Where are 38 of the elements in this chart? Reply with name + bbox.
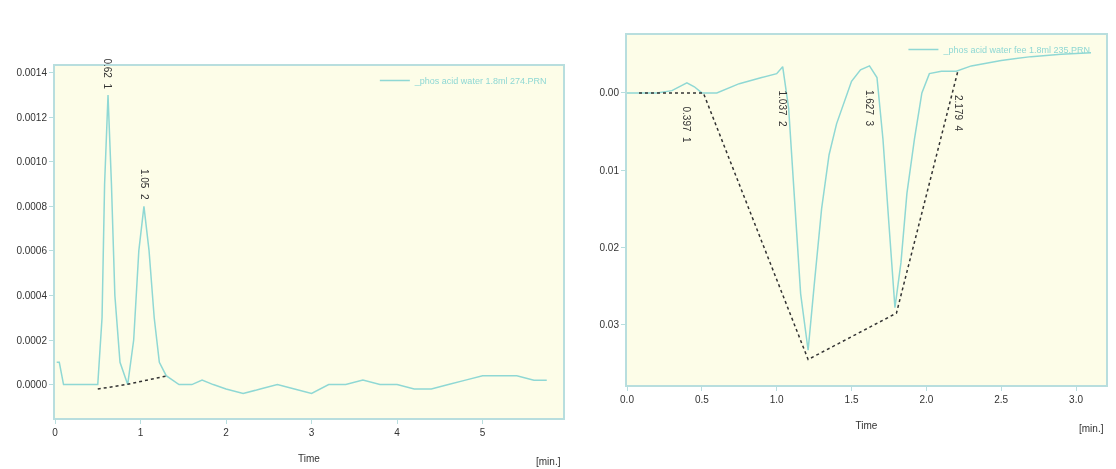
legend-label: _phos acid water fee 1.8ml 235.PRN xyxy=(942,45,1091,56)
y-tick-label: 0.00 xyxy=(599,87,620,99)
annotation: 2.179 4 xyxy=(952,95,964,132)
y-tick-label: 0.0014 xyxy=(16,67,48,79)
annotation: 1.037 2 xyxy=(776,90,788,128)
legend-label: _phos acid water 1.8ml 274.PRN xyxy=(413,76,547,87)
y-tick-label: 0.0012 xyxy=(16,111,48,123)
x-tick-label: 0.0 xyxy=(620,394,635,405)
x-tick-label: 2 xyxy=(223,427,230,438)
y-tick-label: 0.0008 xyxy=(16,200,48,212)
annotation: 1.05 2 xyxy=(138,168,150,200)
y-tick-label: 0.0006 xyxy=(16,245,48,257)
y-tick-label: 0.03 xyxy=(599,319,620,331)
x-tick-label: 1 xyxy=(137,427,144,438)
annotation: 0.397 1 xyxy=(681,106,693,144)
x-tick-label: 1.0 xyxy=(769,394,785,405)
x-tick-label: 4 xyxy=(394,427,401,438)
y-tick-label: 0.0002 xyxy=(16,334,48,346)
x-tick-label: 2.5 xyxy=(994,394,1009,405)
x-tick-label: 0.5 xyxy=(694,394,710,405)
y-tick-label: 0.0000 xyxy=(16,379,48,391)
annotation: 0.62 1 xyxy=(102,58,114,90)
y-tick-label: 0.02 xyxy=(599,241,620,253)
x-tick-label: 1.5 xyxy=(844,394,859,405)
text: [min.] xyxy=(536,456,561,467)
y-tick-label: 0.01 xyxy=(599,164,620,176)
x-tick-label: 5 xyxy=(479,427,486,438)
line-series xyxy=(55,94,548,395)
x-tick-label: 2.0 xyxy=(919,394,934,405)
x-tick-label: 3 xyxy=(308,427,315,438)
x-axis-title: Time xyxy=(855,420,878,431)
y-tick-label: 0.0004 xyxy=(16,289,48,301)
text: [min.] xyxy=(1079,423,1104,434)
y-tick-label: 0.0010 xyxy=(16,156,48,168)
x-axis-title: Time xyxy=(298,453,321,464)
annotation: 1.627 3 xyxy=(863,89,875,127)
x-tick-label: 0 xyxy=(52,427,59,438)
x-tick-label: 3.0 xyxy=(1069,394,1084,405)
